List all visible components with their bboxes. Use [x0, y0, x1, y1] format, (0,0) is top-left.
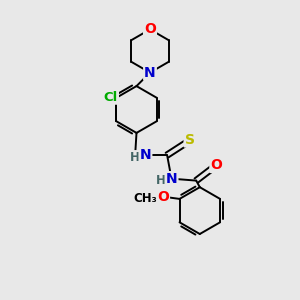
Text: N: N — [140, 148, 151, 162]
Text: O: O — [144, 22, 156, 36]
Text: O: O — [210, 158, 222, 172]
Text: Cl: Cl — [104, 91, 118, 104]
Text: N: N — [166, 172, 177, 186]
Text: H: H — [130, 151, 140, 164]
Text: O: O — [157, 190, 169, 204]
Text: H: H — [156, 174, 166, 187]
Text: N: N — [144, 66, 156, 80]
Text: CH₃: CH₃ — [134, 191, 158, 205]
Text: S: S — [184, 133, 195, 146]
